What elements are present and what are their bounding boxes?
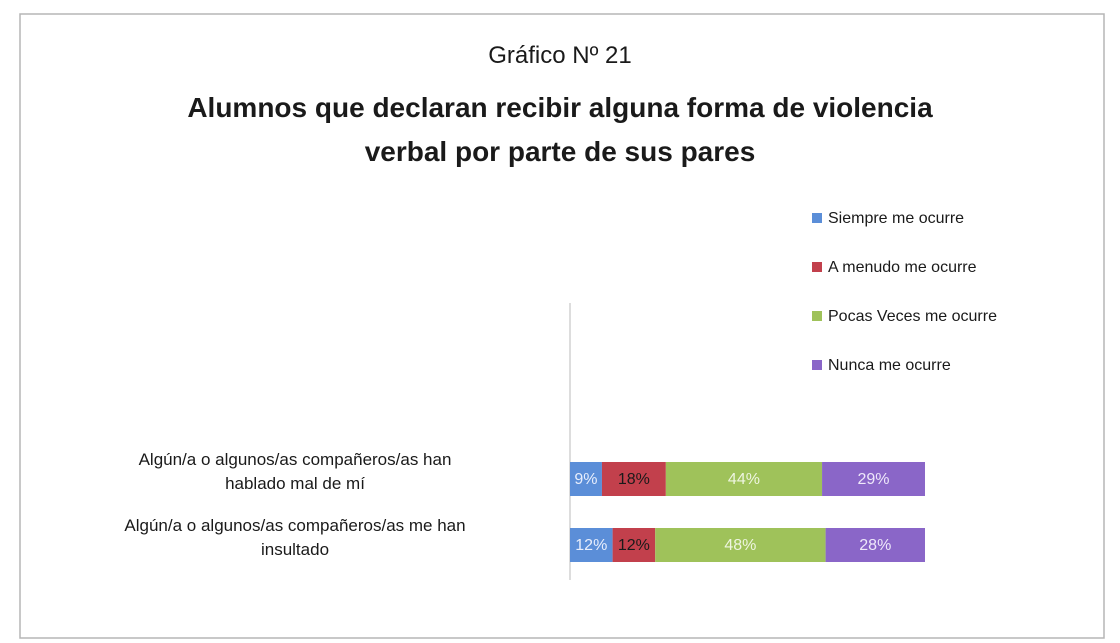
legend-swatch: [812, 262, 822, 272]
legend-swatch: [812, 311, 822, 321]
legend-label: A menudo me ocurre: [828, 259, 977, 276]
chart-title: Alumnos que declaran recibir alguna form…: [187, 92, 933, 167]
legend-label: Siempre me ocurre: [828, 210, 964, 227]
chart-subtitle: Gráfico Nº 21: [488, 42, 632, 69]
data-label: 12%: [618, 537, 650, 554]
bar-segment: [655, 528, 826, 562]
category-label: Algún/a o algunos/as compañeros/as me ha…: [124, 516, 466, 559]
data-label: 29%: [858, 471, 890, 488]
bar-segment: [822, 462, 925, 496]
bar-segment: [601, 462, 666, 496]
data-label: 44%: [728, 471, 760, 488]
data-label: 12%: [575, 537, 607, 554]
legend-swatch: [812, 360, 822, 370]
data-label: 48%: [724, 537, 756, 554]
data-label: 9%: [574, 471, 597, 488]
frame: [19, 13, 1105, 639]
bar-segment: [570, 462, 602, 496]
data-label: 28%: [859, 537, 891, 554]
bar-segment: [570, 528, 613, 562]
category-label: Algún/a o algunos/as compañeros/as han h…: [138, 450, 452, 493]
data-label: 18%: [618, 471, 650, 488]
legend-label: Pocas Veces me ocurre: [828, 308, 997, 325]
legend-swatch: [812, 213, 822, 223]
bar-segment: [612, 528, 656, 562]
bar-segment: [825, 528, 925, 562]
bar-segment: [665, 462, 823, 496]
legend-label: Nunca me ocurre: [828, 357, 951, 374]
